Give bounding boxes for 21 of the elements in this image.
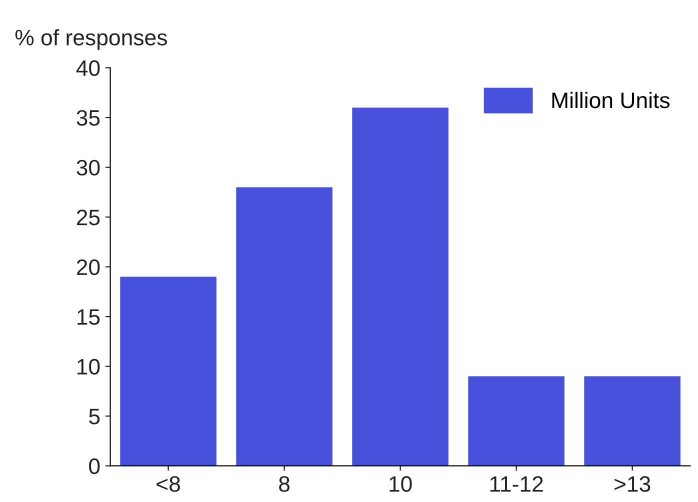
x-tick-label: 11-12: [490, 476, 543, 492]
x-tick-label: 8: [279, 476, 290, 492]
y-tick-label: 10: [78, 358, 100, 375]
y-tick-label: 20: [76, 259, 100, 276]
y-tick-label: 15: [78, 309, 100, 325]
legend-label: Million Units: [552, 92, 670, 108]
y-tick-label: 5: [89, 408, 100, 424]
bar: [584, 376, 680, 466]
y-tick-label: 35: [76, 110, 100, 126]
x-tick-label: >13: [614, 476, 650, 492]
bar: [120, 276, 216, 466]
bar: [352, 108, 448, 466]
y-tick-label: 0: [89, 458, 100, 474]
y-tick-label: 25: [76, 210, 100, 226]
y-axis-title: % of responses: [15, 29, 167, 50]
bar: [236, 187, 332, 466]
y-tick-label: 40: [76, 60, 100, 76]
x-tick-label: <8: [156, 476, 180, 492]
bar: [468, 376, 564, 466]
x-tick-label: 10: [390, 476, 412, 492]
y-tick-label: 30: [76, 160, 100, 176]
